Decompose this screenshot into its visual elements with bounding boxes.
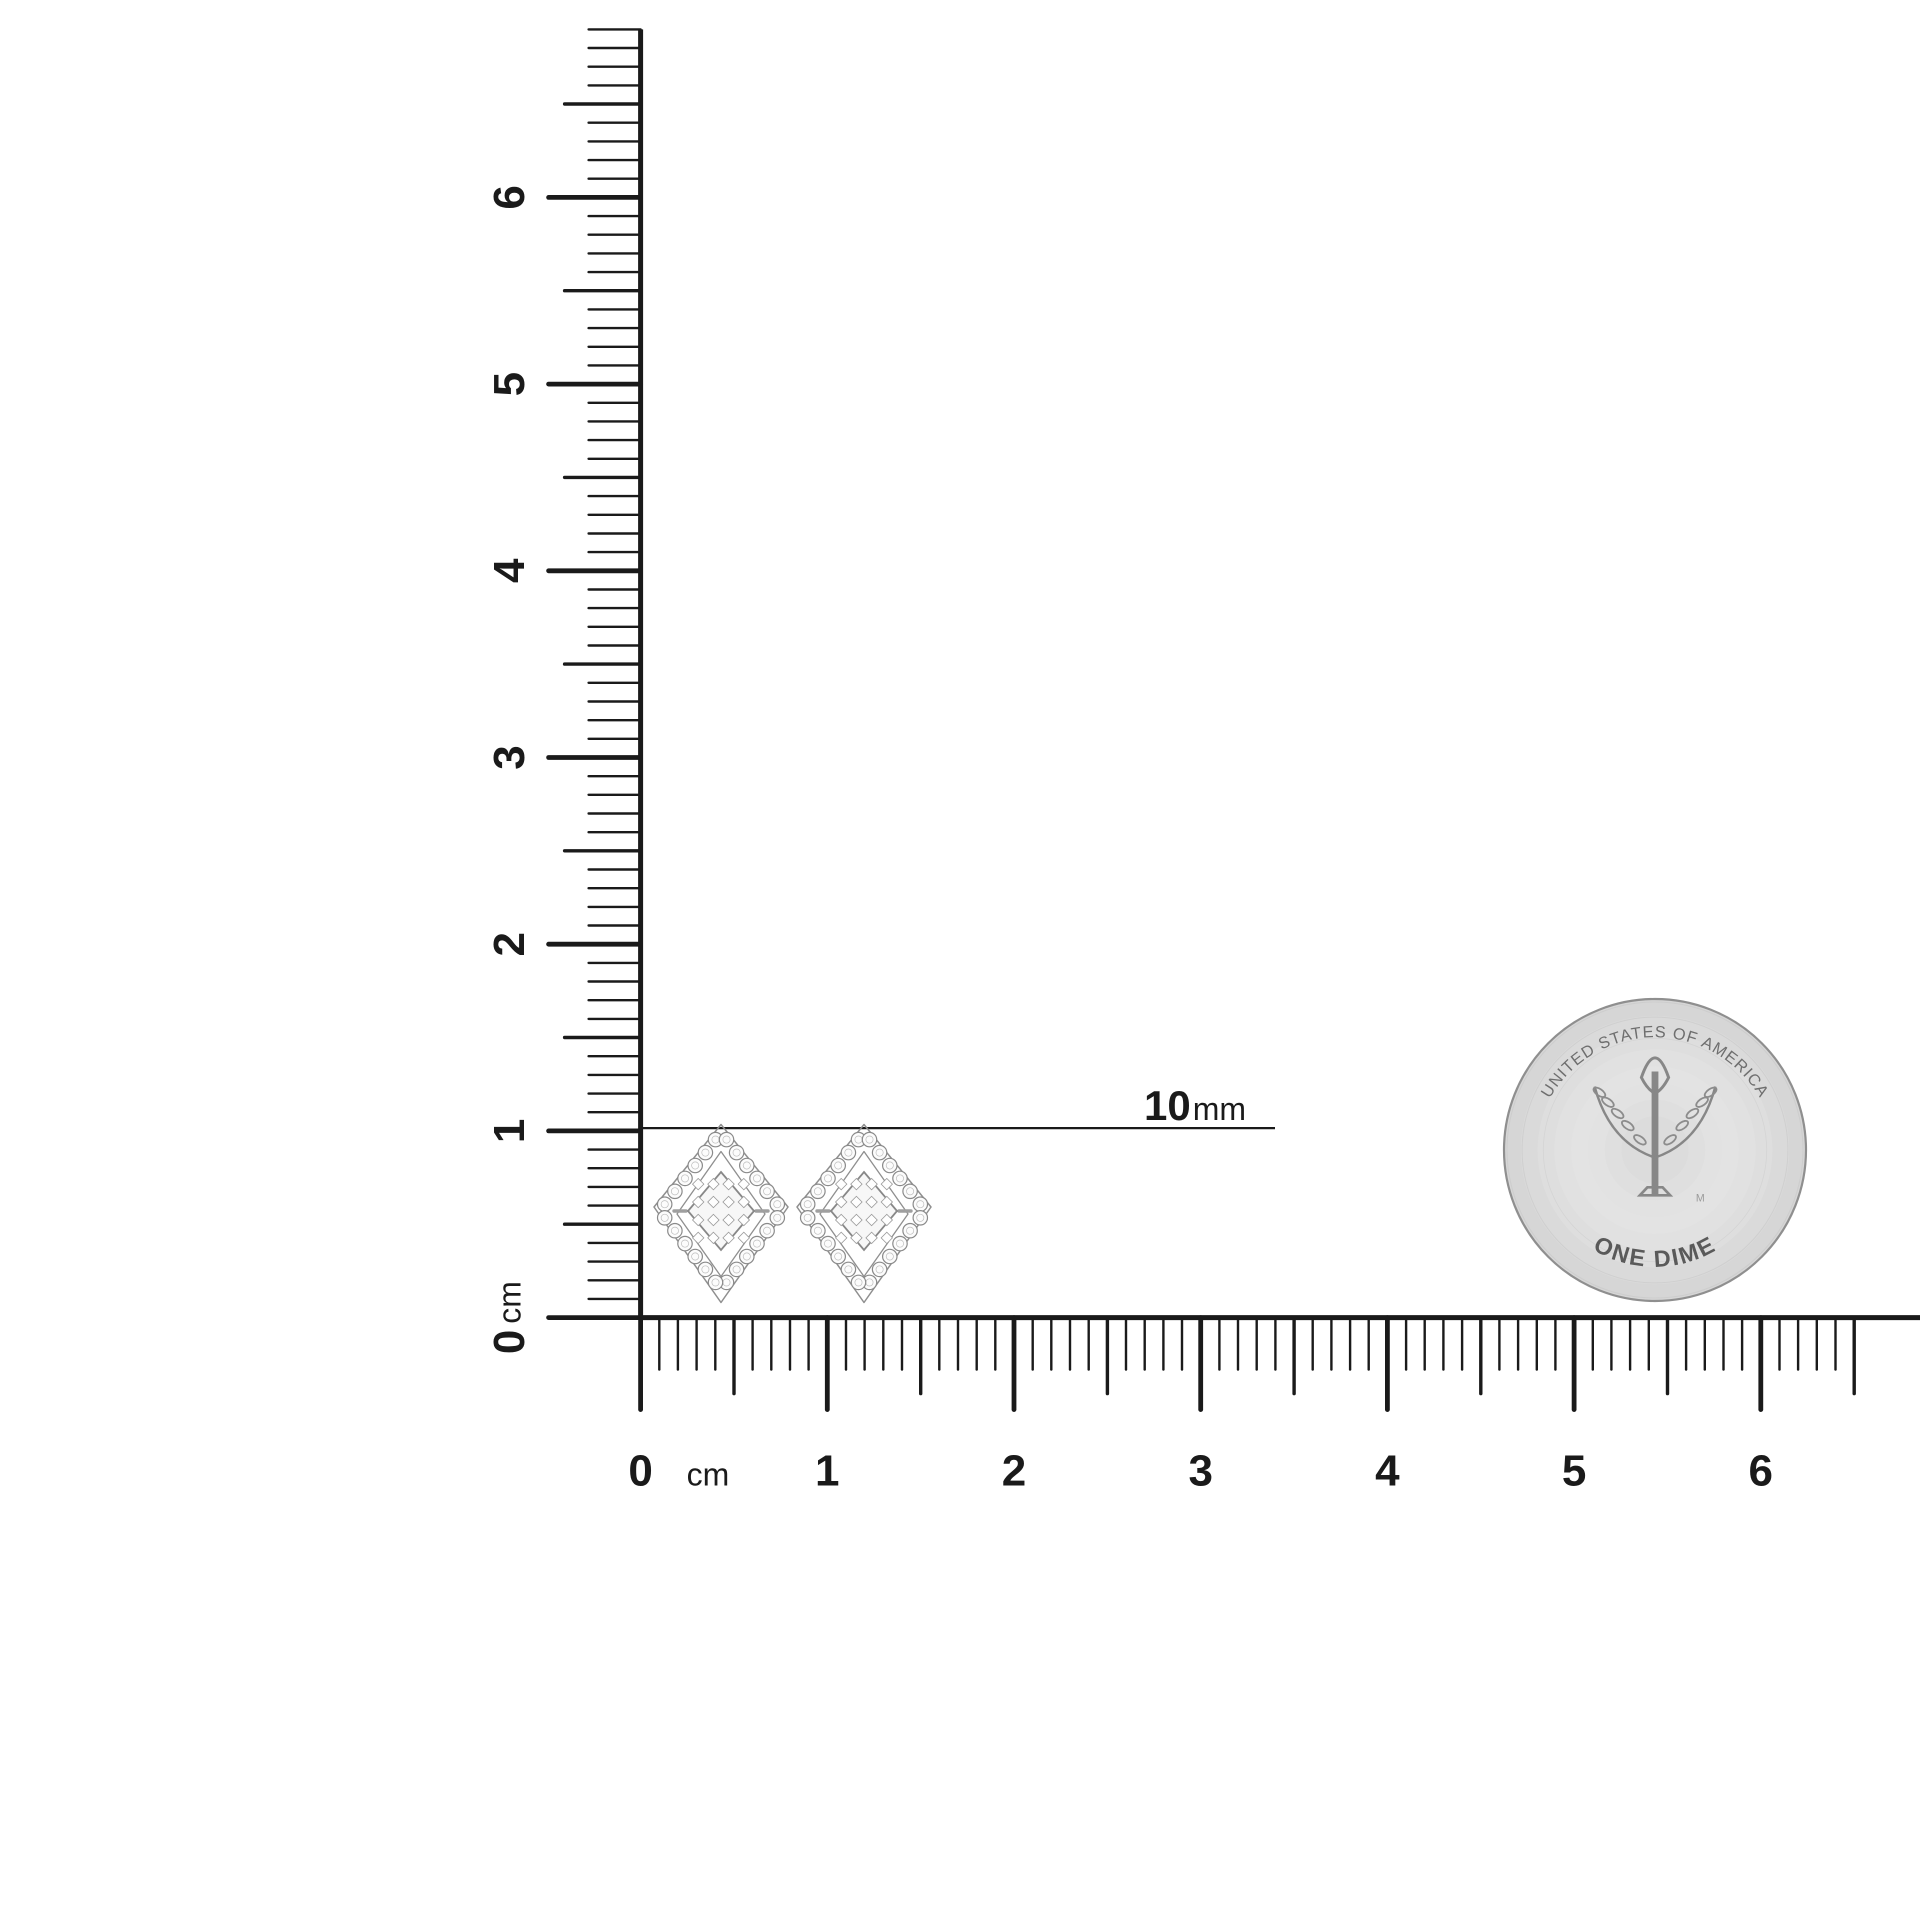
svg-text:3: 3 (485, 745, 534, 769)
svg-text:5: 5 (485, 372, 534, 396)
svg-text:5: 5 (1562, 1447, 1586, 1496)
svg-text:4: 4 (485, 558, 534, 583)
svg-text:0cm: 0cm (485, 1281, 534, 1354)
svg-text:1: 1 (815, 1447, 839, 1496)
svg-text:0: 0 (628, 1447, 652, 1496)
svg-text:4: 4 (1375, 1447, 1400, 1496)
svg-text:M: M (1696, 1192, 1705, 1204)
svg-text:cm: cm (687, 1457, 730, 1493)
svg-text:2: 2 (485, 932, 534, 956)
svg-text:1: 1 (485, 1119, 534, 1143)
svg-text:2: 2 (1002, 1447, 1026, 1496)
svg-text:6: 6 (485, 185, 534, 209)
svg-text:6: 6 (1749, 1447, 1773, 1496)
svg-text:3: 3 (1188, 1447, 1212, 1496)
